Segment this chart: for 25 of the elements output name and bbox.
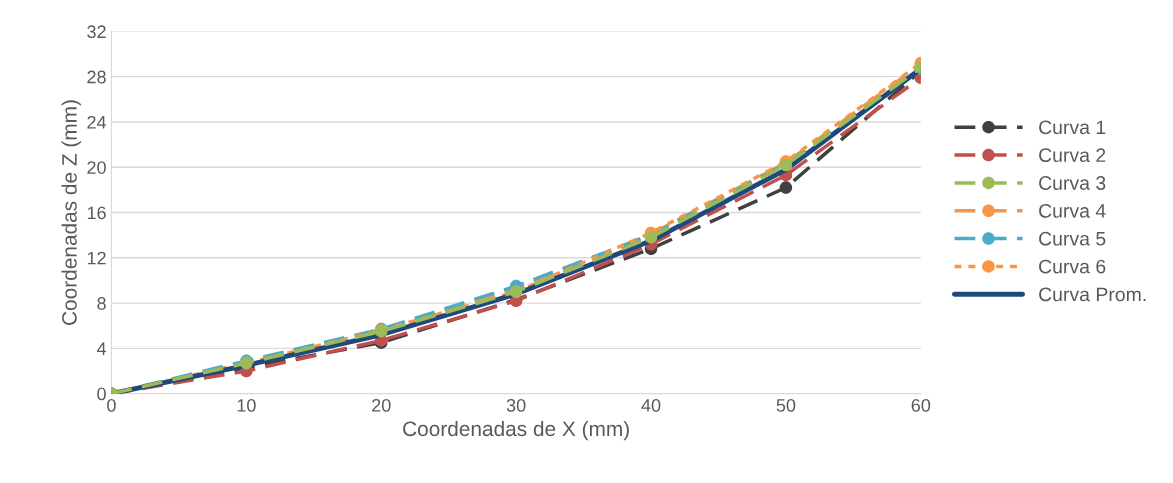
y-tick-label: 24: [87, 115, 107, 129]
x-axis-title: Coordenadas de X (mm): [403, 420, 629, 441]
y-tick-label: 16: [87, 206, 106, 220]
y-tick-label: 32: [87, 25, 106, 39]
x-tick-label: 40: [641, 398, 661, 412]
legend-label: Curva 1: [1039, 120, 1106, 135]
y-tick-label: 28: [87, 70, 106, 84]
x-tick-label: 10: [237, 398, 256, 412]
y-tick-label: 0: [97, 387, 106, 401]
x-tick-label: 20: [372, 398, 391, 412]
y-axis-title: Coordenadas de Z (mm): [61, 100, 81, 325]
y-tick-label: 4: [96, 342, 107, 355]
y-tick-label: 8: [97, 297, 106, 310]
legend-label: Curva 6: [1039, 259, 1106, 274]
legend-label: Curva 3: [1039, 176, 1106, 190]
x-tick-label: 60: [911, 398, 931, 412]
legend-label: Curva 5: [1039, 231, 1106, 246]
x-tick-label: 0: [107, 398, 116, 412]
y-tick-label: 20: [87, 161, 106, 174]
legend-label: Curva Prom.: [1039, 287, 1146, 302]
legend-label: Curva 4: [1039, 203, 1106, 218]
x-tick-label: 30: [506, 398, 526, 412]
x-tick-label: 50: [776, 398, 796, 412]
legend-label: Curva 2: [1039, 148, 1106, 163]
y-tick-label: 12: [87, 251, 106, 265]
